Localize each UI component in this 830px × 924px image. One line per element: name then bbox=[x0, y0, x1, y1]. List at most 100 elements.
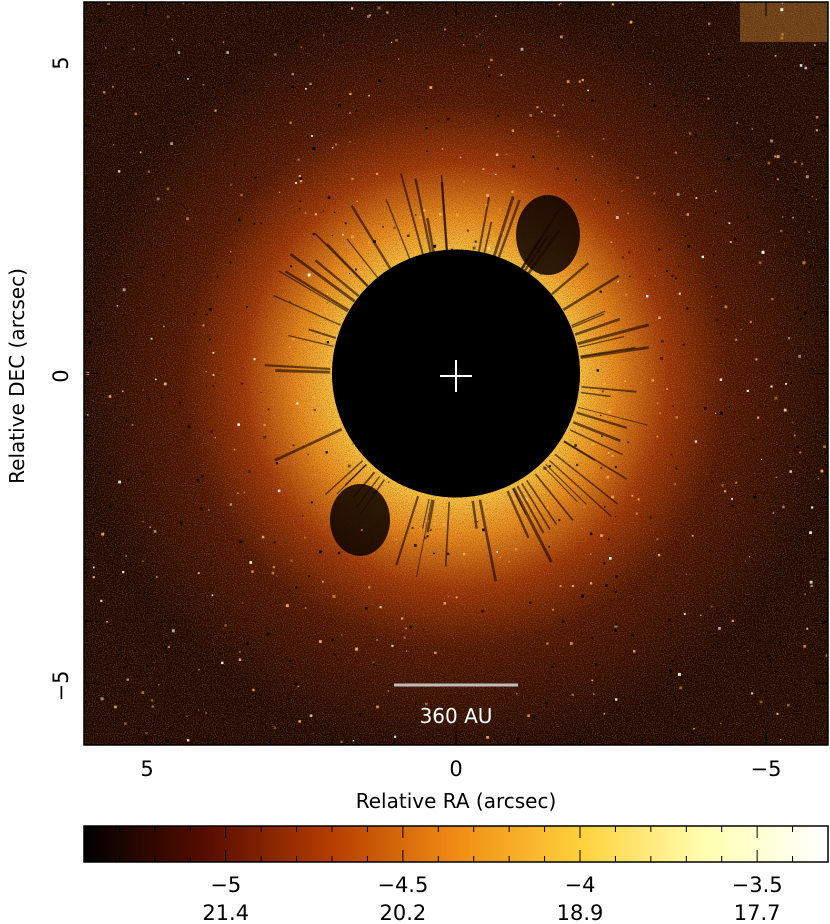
speckle bbox=[285, 604, 289, 608]
speckle bbox=[660, 200, 663, 202]
streak bbox=[523, 234, 550, 272]
speckle bbox=[733, 238, 737, 241]
speckle bbox=[150, 699, 154, 702]
speckle bbox=[593, 53, 596, 56]
speckle bbox=[267, 408, 270, 411]
speckle bbox=[686, 213, 689, 216]
speckle bbox=[512, 164, 516, 168]
speckle bbox=[571, 585, 574, 587]
speckle bbox=[792, 217, 794, 219]
speckle bbox=[688, 284, 691, 286]
streak bbox=[289, 252, 356, 303]
speckle bbox=[124, 722, 127, 725]
speckle bbox=[151, 726, 153, 728]
speckle bbox=[605, 584, 608, 587]
speckle bbox=[677, 672, 681, 676]
speckle bbox=[131, 106, 134, 109]
speckle bbox=[661, 340, 664, 343]
speckle bbox=[167, 690, 170, 693]
speckle bbox=[156, 576, 158, 578]
speckle bbox=[617, 280, 619, 283]
speckle bbox=[186, 715, 188, 717]
speckle bbox=[591, 637, 594, 639]
speckle bbox=[201, 474, 205, 478]
speckle bbox=[407, 234, 410, 237]
speckle bbox=[591, 99, 594, 102]
speckle bbox=[540, 732, 542, 734]
speckle bbox=[612, 679, 614, 682]
streak bbox=[477, 196, 491, 253]
speckle bbox=[675, 467, 678, 470]
speckle bbox=[459, 156, 462, 159]
speckle bbox=[593, 693, 595, 695]
speckle bbox=[123, 666, 126, 669]
speckle bbox=[405, 627, 407, 630]
speckle bbox=[670, 632, 672, 635]
colorbar bbox=[83, 825, 829, 863]
speckle bbox=[297, 7, 299, 9]
y-tick-label: −5 bbox=[49, 671, 73, 702]
speckle bbox=[581, 79, 584, 82]
speckle bbox=[527, 714, 530, 717]
speckle bbox=[591, 443, 595, 446]
speckle bbox=[119, 207, 122, 209]
speckle bbox=[263, 435, 267, 439]
speckle bbox=[754, 704, 757, 706]
speckle bbox=[778, 640, 782, 644]
streak bbox=[551, 262, 590, 296]
speckle bbox=[532, 155, 535, 158]
speckle bbox=[118, 480, 121, 484]
speckle bbox=[718, 627, 721, 630]
speckle bbox=[799, 451, 802, 454]
speckle bbox=[131, 5, 134, 8]
speckle bbox=[672, 405, 674, 408]
speckle bbox=[117, 654, 120, 657]
speckle bbox=[730, 543, 734, 547]
speckle bbox=[495, 153, 499, 157]
speckle bbox=[386, 11, 389, 14]
speckle bbox=[589, 532, 593, 536]
speckle bbox=[780, 36, 784, 40]
speckle bbox=[173, 59, 176, 62]
speckle bbox=[179, 521, 183, 525]
speckle bbox=[290, 265, 293, 268]
speckle bbox=[216, 110, 219, 113]
speckle bbox=[700, 614, 702, 616]
speckle bbox=[724, 627, 726, 629]
speckle bbox=[769, 659, 772, 661]
speckle bbox=[790, 661, 792, 663]
speckle bbox=[147, 170, 150, 173]
speckle bbox=[109, 6, 112, 9]
speckle bbox=[113, 287, 116, 290]
speckle bbox=[627, 212, 629, 215]
speckle bbox=[380, 56, 383, 59]
speckle bbox=[409, 625, 413, 629]
speckle bbox=[510, 133, 512, 135]
streak bbox=[274, 427, 343, 462]
speckle bbox=[761, 250, 765, 254]
speckle bbox=[720, 722, 722, 725]
streak bbox=[288, 334, 334, 348]
speckle bbox=[273, 726, 277, 730]
speckle bbox=[747, 650, 749, 652]
speckle bbox=[426, 150, 428, 152]
speckle bbox=[472, 49, 475, 52]
speckle bbox=[486, 736, 489, 739]
speckle bbox=[141, 560, 144, 562]
speckle bbox=[295, 181, 298, 184]
speckle bbox=[719, 411, 723, 415]
speckle bbox=[729, 241, 732, 243]
speckle bbox=[656, 435, 659, 438]
speckle bbox=[331, 638, 334, 642]
streak bbox=[478, 499, 498, 582]
speckle bbox=[615, 32, 617, 34]
speckle bbox=[793, 434, 796, 437]
y-tick-label: 5 bbox=[49, 56, 73, 69]
speckle bbox=[433, 552, 435, 555]
speckle bbox=[313, 408, 316, 412]
speckle bbox=[601, 435, 603, 437]
streak bbox=[426, 217, 435, 253]
speckle bbox=[379, 606, 382, 609]
speckle bbox=[447, 595, 449, 598]
speckle bbox=[466, 229, 469, 232]
